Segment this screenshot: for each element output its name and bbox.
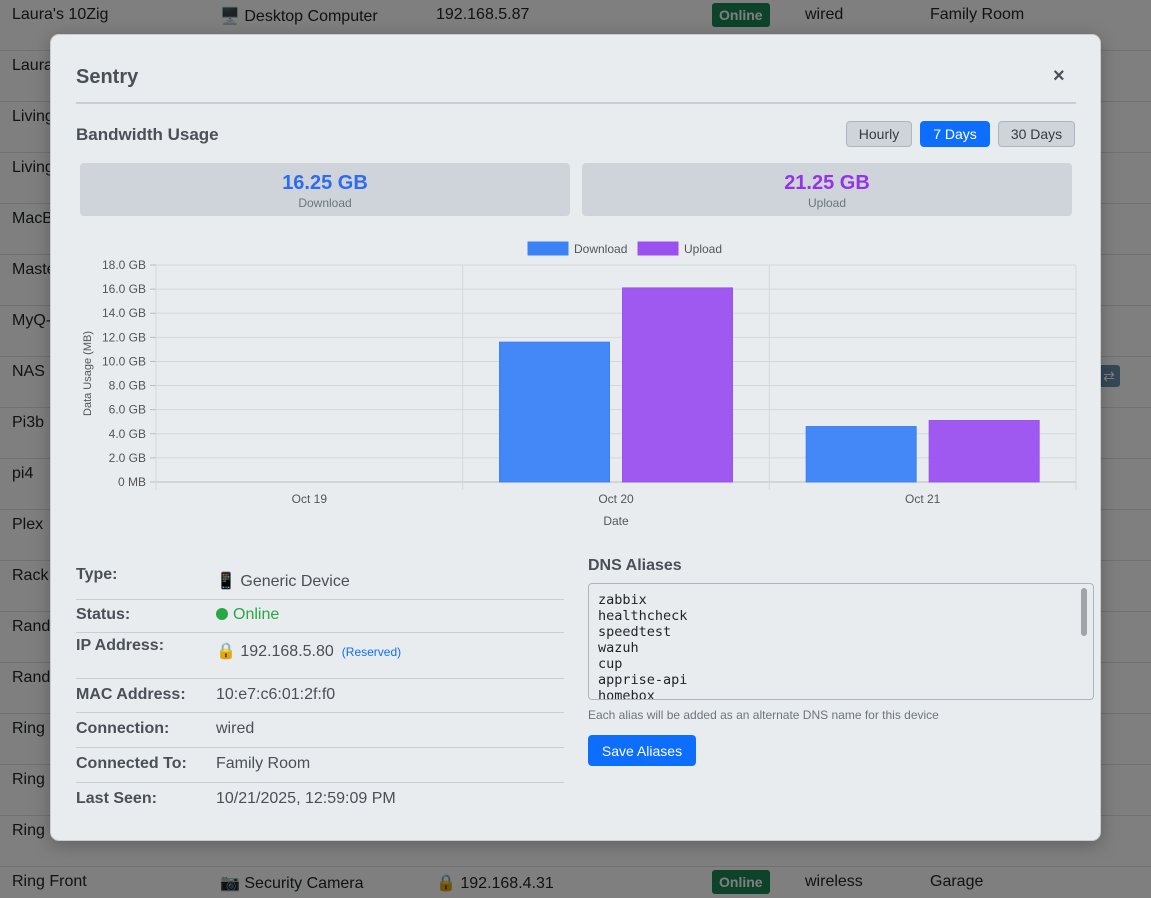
dns-aliases-title: DNS Aliases: [588, 557, 682, 574]
bar-upload: [928, 420, 1040, 483]
type-label: Type:: [76, 566, 118, 583]
range-30days-button[interactable]: 30 Days: [998, 121, 1075, 147]
bar-upload: [622, 287, 733, 483]
y-tick-label: 16.0 GB: [102, 282, 146, 296]
connection-label: Connection:: [76, 720, 170, 737]
dns-hint: Each alias will be added as an alternate…: [588, 708, 939, 722]
bandwidth-title: Bandwidth Usage: [76, 125, 219, 144]
type-value: 📱 Generic Device: [216, 571, 350, 591]
connected-to-label: Connected To:: [76, 755, 187, 772]
bandwidth-chart: 0 MB 2.0 GB 4.0 GB 6.0 GB 8.0 GB 10.0 GB 12.0 …: [82, 241, 1077, 528]
connected-to-value: Family Room: [216, 755, 310, 773]
legend-label-upload: Upload: [684, 242, 722, 256]
save-aliases-button[interactable]: Save Aliases: [588, 735, 696, 766]
ip-address-text: 🔒 192.168.5.80: [216, 643, 334, 660]
x-tick-label: Oct 21: [905, 492, 941, 506]
legend-label-download: Download: [574, 242, 627, 256]
x-axis-label: Date: [603, 514, 629, 528]
y-tick-label: 2.0 GB: [109, 451, 146, 465]
ip-address-label: IP Address:: [76, 637, 165, 654]
dns-aliases-input[interactable]: zabbix healthcheck speedtest wazuh cup a…: [588, 583, 1094, 700]
connection-value: wired: [216, 720, 254, 738]
info-row-connected-to: Connected To: Family Room: [76, 748, 564, 783]
divider: [76, 102, 1076, 104]
y-tick-label: 4.0 GB: [109, 427, 146, 441]
x-tick-label: Oct 20: [598, 492, 634, 506]
status-text: Online: [233, 606, 280, 623]
upload-card: 21.25 GB Upload: [582, 163, 1072, 216]
mac-address-value: 10:e7:c6:01:2f:f0: [216, 686, 335, 704]
info-row-connection: Connection: wired: [76, 713, 564, 748]
type-text: 📱 Generic Device: [216, 573, 350, 590]
info-row-ip-address: IP Address: 🔒 192.168.5.80 (Reserved): [76, 633, 564, 679]
info-row-type: Type: 📱 Generic Device: [76, 563, 564, 600]
last-seen-value: 10/21/2025, 12:59:09 PM: [216, 790, 396, 808]
upload-label: Upload: [807, 196, 847, 210]
upload-value: 21.25 GB: [784, 172, 870, 194]
mac-address-label: MAC Address:: [76, 686, 186, 703]
info-row-status: Status: Online: [76, 599, 564, 633]
range-hourly-button[interactable]: Hourly: [846, 121, 912, 147]
y-tick-label: 6.0 GB: [109, 403, 146, 417]
last-seen-label: Last Seen:: [76, 790, 157, 807]
reserved-badge: (Reserved): [341, 645, 402, 659]
download-card: 16.25 GB Download: [80, 163, 570, 216]
info-row-mac-address: MAC Address: 10:e7:c6:01:2f:f0: [76, 679, 564, 713]
status-label: Status:: [76, 606, 131, 623]
connection-text: wired: [216, 720, 255, 737]
y-tick-label: 10.0 GB: [102, 354, 146, 368]
device-modal: Sentry × Bandwidth Usage Hourly 7 Days 3…: [50, 34, 1101, 841]
ip-address-value: 🔒 192.168.5.80 (Reserved): [216, 641, 401, 661]
y-tick-label: 8.0 GB: [109, 379, 146, 393]
close-icon[interactable]: ×: [1053, 65, 1065, 87]
last-seen-text: 10/21/2025, 12:59:09 PM: [216, 790, 396, 807]
y-tick-label: 0 MB: [118, 475, 146, 489]
y-axis-label: Data Usage (MB): [82, 331, 94, 416]
y-tick-label: 18.0 GB: [102, 258, 146, 272]
legend-swatch-download: [527, 241, 569, 256]
info-row-last-seen: Last Seen: 10/21/2025, 12:59:09 PM: [76, 783, 564, 818]
status-dot-icon: [216, 608, 228, 620]
bar-download: [499, 341, 610, 483]
mac-address-text: 10:e7:c6:01:2f:f0: [216, 686, 336, 703]
download-label: Download: [298, 196, 352, 210]
range-7days-button[interactable]: 7 Days: [920, 121, 990, 147]
y-tick-label: 12.0 GB: [102, 330, 146, 344]
modal-title: Sentry: [76, 66, 139, 88]
dns-scrollbar[interactable]: [1081, 588, 1087, 636]
connected-to-text: Family Room: [216, 755, 311, 772]
y-tick-label: 14.0 GB: [102, 306, 146, 320]
bar-download: [805, 426, 917, 483]
x-tick-label: Oct 19: [292, 492, 328, 506]
status-value: Online: [216, 606, 279, 624]
download-value: 16.25 GB: [282, 172, 368, 194]
legend-swatch-upload: [637, 241, 679, 256]
